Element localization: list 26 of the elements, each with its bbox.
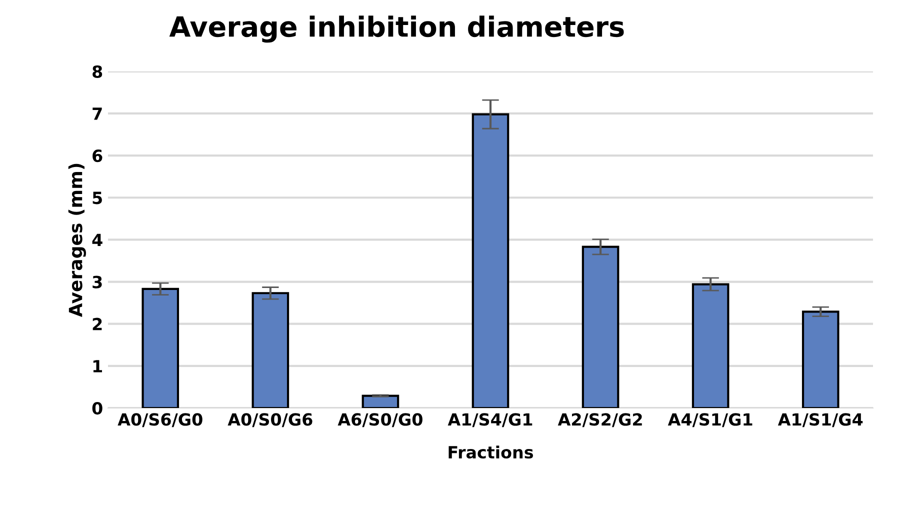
- x-tick-label: A2/S2/G2: [558, 413, 642, 428]
- y-tick-label: 7: [92, 108, 102, 120]
- y-tick-label: 8: [92, 65, 102, 78]
- x-tick-label: A1/S1/G4: [778, 413, 863, 428]
- y-tick-label: 5: [92, 192, 102, 204]
- bar: [802, 310, 840, 408]
- x-tick-label: A4/S1/G1: [668, 413, 752, 428]
- x-tick-label: A0/S0/G6: [228, 413, 312, 428]
- bar: [252, 292, 290, 408]
- x-tick-label: A0/S6/G0: [118, 413, 202, 428]
- y-axis-title: Averages (mm): [68, 164, 86, 317]
- x-tick-label: A1/S4/G1: [448, 413, 532, 428]
- bar: [362, 394, 400, 408]
- x-tick-label: A6/S0/G0: [338, 413, 422, 428]
- y-tick-label: 3: [92, 276, 102, 288]
- bar: [692, 283, 730, 408]
- y-tick-label: 2: [92, 318, 102, 330]
- y-tick-label: 6: [92, 150, 102, 162]
- bar: [582, 246, 620, 408]
- bar: [472, 113, 510, 408]
- bar: [142, 288, 180, 408]
- y-tick-label: 4: [92, 234, 102, 246]
- x-axis-title: Fractions: [448, 446, 533, 459]
- y-tick-label: 0: [92, 402, 102, 415]
- y-tick-label: 1: [93, 360, 102, 372]
- chart-title: Average inhibition diameters: [169, 16, 624, 43]
